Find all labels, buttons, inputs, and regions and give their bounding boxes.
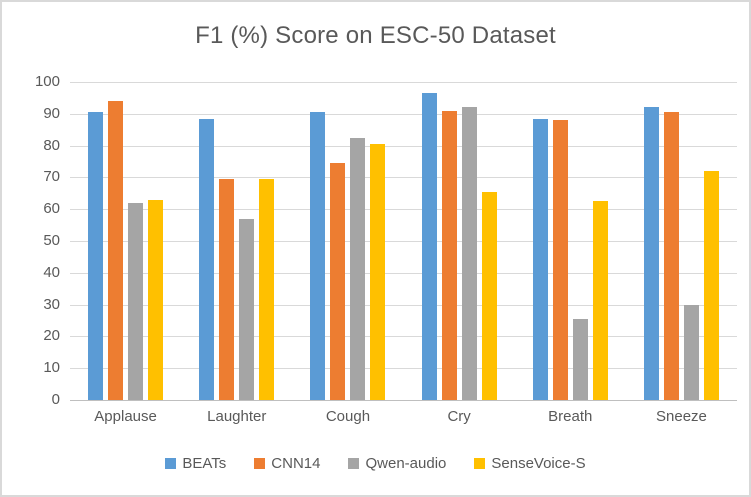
bar-sensevoice-s-cry bbox=[481, 191, 497, 400]
category-group-sneeze bbox=[626, 82, 737, 400]
x-category-label-cough: Cough bbox=[325, 408, 371, 425]
gridline bbox=[70, 113, 737, 115]
y-tick-label: 40 bbox=[43, 263, 60, 281]
x-category-label-laughter: Laughter bbox=[207, 408, 267, 425]
bar-qwen-audio-sneeze bbox=[683, 304, 699, 400]
bar-beats-cough bbox=[310, 112, 326, 400]
gridline bbox=[70, 241, 737, 242]
bar-cnn14-cough bbox=[330, 163, 346, 400]
bar-beats-laughter bbox=[199, 118, 215, 400]
bar-cnn14-cry bbox=[441, 110, 457, 400]
bar-qwen-audio-cough bbox=[350, 137, 366, 400]
legend-label: Qwen-audio bbox=[365, 455, 447, 472]
x-category-label-breath: Breath bbox=[548, 408, 593, 425]
legend-item-beats: BEATs bbox=[165, 455, 226, 472]
bar-sensevoice-s-cough bbox=[370, 144, 386, 400]
bar-sensevoice-s-applause bbox=[148, 199, 164, 400]
bar-beats-cry bbox=[421, 93, 437, 400]
bar-cnn14-breath bbox=[552, 120, 568, 400]
y-axis: 0 10 20 30 40 50 60 70 80 90 100 bbox=[2, 73, 60, 408]
gridline bbox=[70, 272, 737, 274]
gridline bbox=[70, 368, 737, 370]
legend-item-cnn14: CNN14 bbox=[254, 455, 320, 472]
legend-swatch-cnn14 bbox=[254, 458, 266, 469]
category-group-laughter bbox=[181, 82, 292, 400]
y-tick-label: 100 bbox=[34, 73, 60, 90]
category-group-cry bbox=[404, 82, 515, 400]
y-tick-label: 90 bbox=[43, 104, 60, 122]
y-tick-label: 50 bbox=[43, 232, 60, 249]
y-tick-label: 0 bbox=[51, 391, 60, 408]
bar-qwen-audio-cry bbox=[461, 107, 477, 400]
bar-sensevoice-s-laughter bbox=[259, 179, 275, 400]
y-tick-label: 30 bbox=[43, 295, 60, 313]
bar-qwen-audio-laughter bbox=[239, 218, 255, 400]
x-category-label-cry: Cry bbox=[447, 408, 471, 425]
gridline bbox=[70, 304, 737, 306]
bar-beats-sneeze bbox=[643, 107, 659, 400]
category-group-cough bbox=[292, 82, 403, 400]
bar-beats-applause bbox=[88, 112, 104, 400]
legend-item-qwen-audio: Qwen-audio bbox=[348, 455, 446, 472]
plot-area bbox=[70, 82, 737, 401]
bar-sensevoice-s-sneeze bbox=[703, 171, 719, 400]
category-group-applause bbox=[70, 82, 181, 400]
gridline bbox=[70, 82, 737, 83]
bar-cnn14-laughter bbox=[219, 179, 235, 400]
y-tick-label: 20 bbox=[43, 327, 60, 345]
legend-item-sensevoice-s: SenseVoice-S bbox=[474, 455, 586, 472]
gridline bbox=[70, 177, 737, 179]
chart-title: F1 (%) Score on ESC-50 Dataset bbox=[195, 22, 556, 49]
x-axis-line bbox=[70, 400, 737, 401]
legend-swatch-sensevoice-s bbox=[474, 458, 486, 469]
legend-swatch-qwen-audio bbox=[348, 458, 360, 469]
bar-cnn14-sneeze bbox=[663, 112, 679, 400]
x-axis: Applause Laughter Cough Cry Breath Sneeze bbox=[70, 408, 737, 425]
category-group-breath bbox=[515, 82, 626, 400]
gridline bbox=[70, 336, 737, 338]
legend-label: BEATs bbox=[182, 455, 227, 472]
legend-swatch-beats bbox=[165, 458, 177, 469]
legend-label: CNN14 bbox=[271, 455, 321, 472]
y-tick-label: 70 bbox=[43, 168, 60, 186]
y-tick-label: 10 bbox=[43, 359, 60, 377]
bar-sensevoice-s-breath bbox=[592, 201, 608, 400]
bar-cnn14-applause bbox=[108, 101, 124, 400]
x-category-label-sneeze: Sneeze bbox=[656, 408, 707, 425]
legend-label: SenseVoice-S bbox=[491, 455, 586, 472]
bars-layer bbox=[70, 82, 737, 400]
gridline bbox=[70, 209, 737, 211]
bar-beats-breath bbox=[532, 118, 548, 400]
bar-qwen-audio-breath bbox=[572, 318, 588, 400]
gridline bbox=[70, 145, 737, 147]
legend: BEATs CNN14 Qwen-audio SenseVoice-S bbox=[2, 455, 749, 472]
y-tick-label: 80 bbox=[43, 136, 60, 154]
y-tick-label: 60 bbox=[43, 200, 60, 218]
x-category-label-applause: Applause bbox=[94, 408, 157, 425]
bar-qwen-audio-applause bbox=[128, 202, 144, 400]
